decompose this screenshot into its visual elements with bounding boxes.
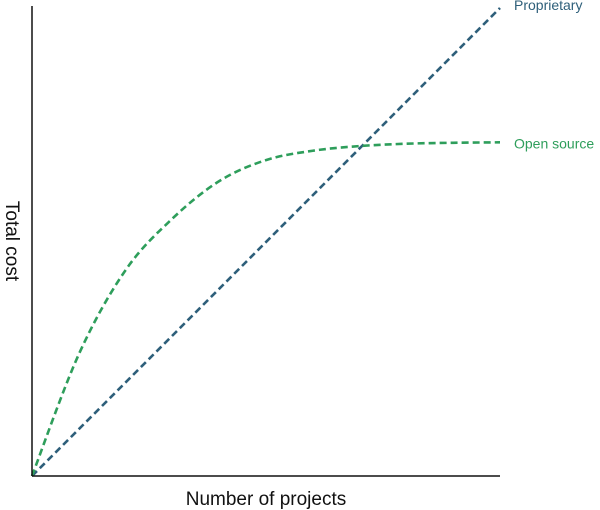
proprietary-series-line — [31, 7, 501, 477]
open-source-series-label: Open source — [514, 135, 594, 151]
y-axis-title: Total cost — [1, 201, 22, 282]
series-label-layer: Proprietary Open source — [514, 0, 594, 151]
proprietary-series-label: Proprietary — [514, 0, 582, 13]
series-layer — [30, 7, 501, 477]
x-axis-title: Number of projects — [186, 489, 347, 510]
open-source-series-line — [30, 141, 501, 477]
